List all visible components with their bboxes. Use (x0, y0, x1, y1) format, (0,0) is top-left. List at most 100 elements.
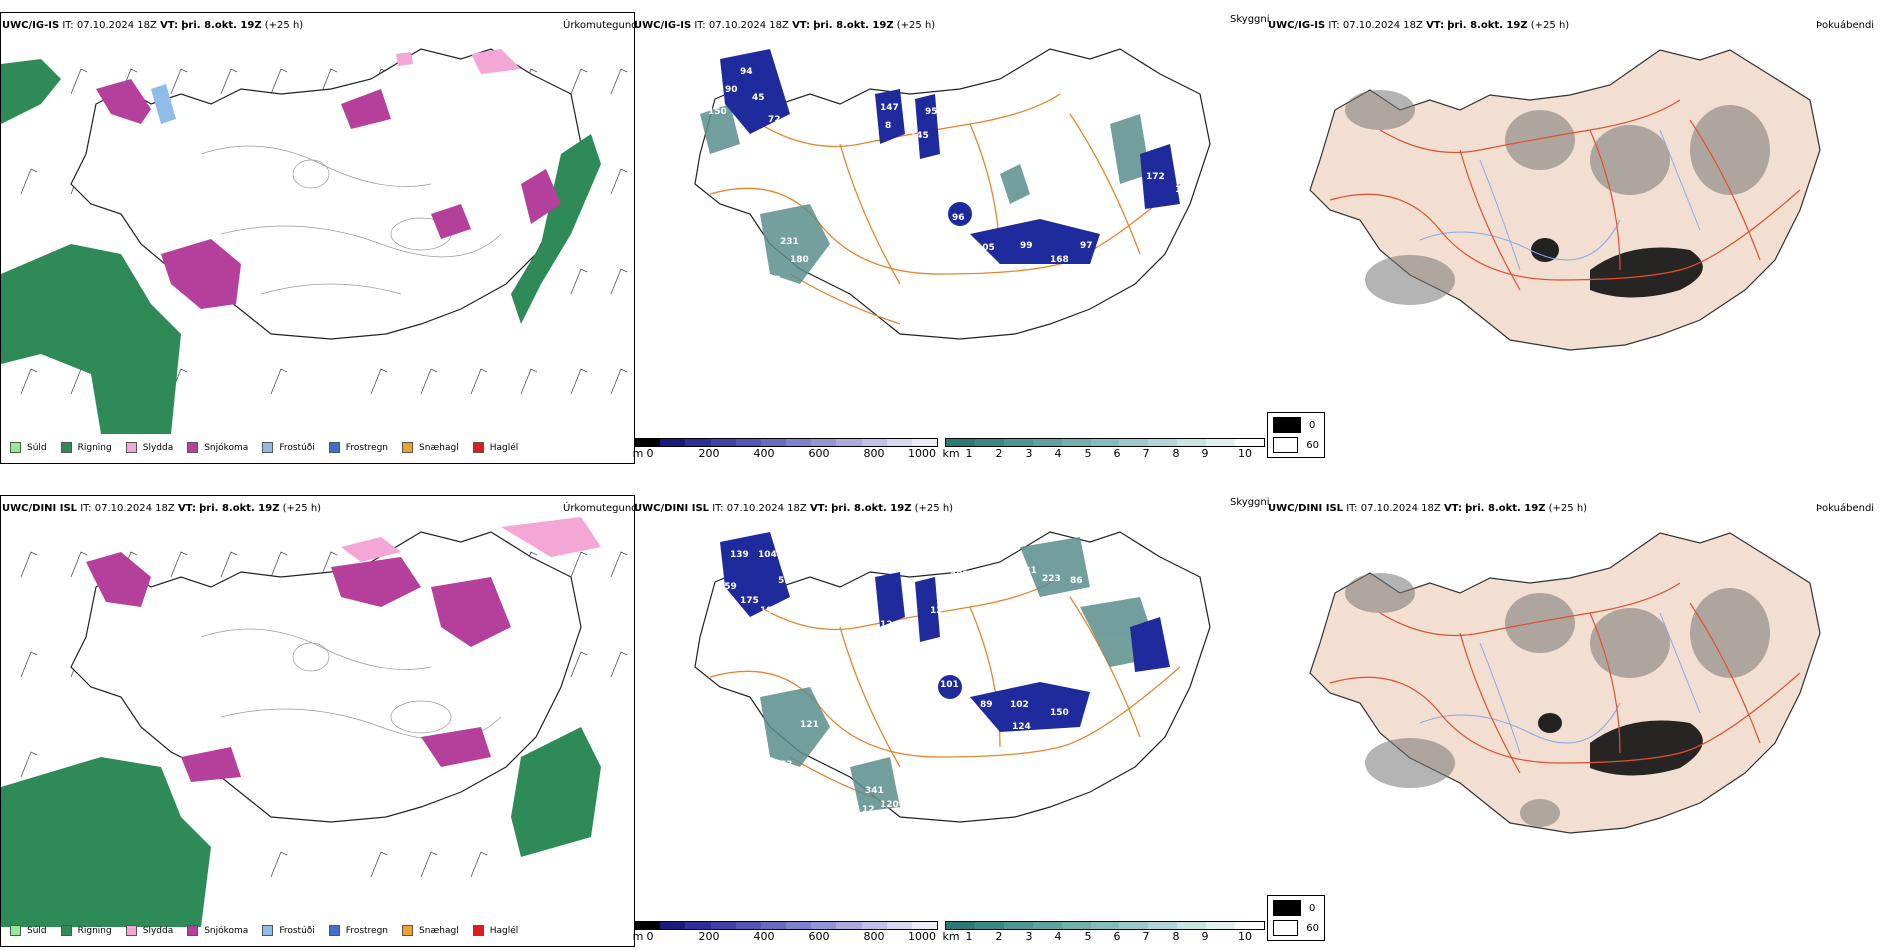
visibility-ticks: km 1 2 3 4 5 6 7 8 9 10 (942, 930, 1265, 943)
it-value: 07.10.2024 18Z (726, 503, 807, 514)
cloud-base-areas (720, 49, 1180, 264)
fog-map-top (1309, 49, 1821, 351)
tick-label: 6 (1113, 447, 1121, 460)
tick-label: 3 (1025, 930, 1033, 943)
tick-label: 200 (698, 447, 720, 460)
cloud-label: 10 (980, 217, 993, 227)
legend-item: Frostregn (328, 442, 388, 453)
cloud-label: 139 (730, 550, 749, 560)
visibility-bar (945, 438, 1265, 447)
legend-label: Slydda (142, 925, 174, 936)
it-value: 07.10.2024 18Z (1360, 503, 1441, 514)
legend-item: Snjókoma (187, 925, 248, 936)
legend-label: Frostúði (279, 925, 315, 936)
cloud-label: 402 (950, 570, 969, 580)
it-label: IT: (1328, 20, 1340, 31)
tick-label: 5 (1084, 930, 1092, 943)
cloud-label: 172 (1146, 172, 1165, 182)
precip-map-bottom (1, 517, 628, 927)
fog-legend-label: 0 (1309, 902, 1316, 914)
tick-label: 1000 (908, 447, 936, 460)
it-label: IT: (712, 503, 724, 514)
legend-label: Rigning (77, 442, 112, 453)
legend-swatch (10, 442, 21, 453)
legend-label: Snæhagl (419, 442, 459, 453)
legend-item: Snæhagl (402, 925, 459, 936)
legend-swatch (125, 925, 137, 936)
cloud-label: 89 (980, 700, 993, 710)
it-value: 07.10.2024 18Z (94, 503, 175, 514)
unit-label: m (632, 930, 644, 943)
model-name: UWC/IG-IS (634, 20, 692, 31)
legend-label: Snjókoma (204, 442, 249, 453)
tick-label: 1 (965, 930, 973, 943)
iceland-outline (70, 48, 582, 340)
rivers (1419, 129, 1701, 271)
fog-legend-label: 60 (1306, 439, 1319, 451)
legend-swatch (262, 442, 274, 453)
cloud-label: 17 (1175, 185, 1188, 195)
it-value: 07.10.2024 18Z (76, 20, 157, 31)
vt-label: VT: (160, 20, 179, 31)
tick-label: 200 (698, 930, 720, 943)
vt-label: VT: (1443, 503, 1462, 514)
lead-time: (+25 h) (264, 20, 304, 31)
tick-label: 5 (1084, 447, 1092, 460)
tick-label: 1000 (908, 930, 936, 943)
cloud-label: 175 (740, 596, 759, 606)
cloud-label: 10 (970, 195, 983, 205)
fog-swatch (1273, 900, 1301, 916)
cloudbase-bar (634, 438, 938, 447)
legend-label: Haglél (489, 442, 519, 453)
tick-label: 10 (1238, 447, 1252, 460)
legend-swatch (125, 442, 137, 453)
fog-swatch (1273, 437, 1299, 453)
cloud-label: 341 (865, 786, 884, 796)
fog-swatch (1273, 920, 1299, 936)
cloud-label: 159 (718, 582, 737, 592)
vt-value: þri. 8.okt. 19Z (813, 20, 894, 31)
legend-label: Haglél (489, 925, 519, 936)
vt-value: þri. 8.okt. 19Z (1465, 503, 1546, 514)
panel-header-precip-top: UWC/IG-IS IT: 07.10.2024 18Z VT: þri. 8.… (2, 20, 303, 31)
panel-header-cloud-bottom: UWC/DINI ISL IT: 07.10.2024 18Z VT: þri.… (634, 503, 953, 514)
cloud-label: 128 (762, 275, 781, 285)
cloud-label: 8 (885, 121, 891, 131)
cloud-label: 120 (880, 800, 899, 810)
legend-item: Frostúði (262, 925, 315, 936)
fog-legend-row: 60 (1273, 920, 1319, 936)
cloud-label: 90 (725, 85, 738, 95)
panel-header-precip-bottom: UWC/DINI ISL IT: 07.10.2024 18Z VT: þri.… (2, 503, 321, 514)
tick-label: 600 (808, 930, 830, 943)
freezing-drizzle-area (151, 84, 176, 124)
lead-time: (+25 h) (896, 20, 936, 31)
dense-fog-area (1590, 247, 1703, 298)
cloud-label: 99 (1020, 241, 1033, 251)
legend-item: Slydda (125, 442, 174, 453)
tick-label: 1 (965, 447, 973, 460)
tick-label: 6 (1113, 930, 1121, 943)
tick-label: 2 (995, 447, 1003, 460)
legend-item: Rigning (60, 925, 112, 936)
legend-swatch (262, 925, 274, 936)
fog-legend-row: 60 (1273, 437, 1319, 453)
visibility-bar (945, 921, 1265, 930)
cloud-label: 45 (752, 93, 765, 103)
panel-header-fog-bottom: UWC/DINI ISL IT: 07.10.2024 18Z VT: þri.… (1268, 503, 1587, 514)
vt-value: þri. 8.okt. 19Z (199, 503, 280, 514)
cloud-label: 136 (1040, 600, 1059, 610)
model-name: UWC/IG-IS (2, 20, 60, 31)
vt-label: VT: (1426, 20, 1445, 31)
legend-label: Rigning (77, 925, 112, 936)
tick-label: 8 (1172, 930, 1180, 943)
tick-label: 8 (1172, 447, 1180, 460)
legend-label: Slydda (142, 442, 174, 453)
cloud-label: 104 (758, 550, 777, 560)
cloud-label: 124 (1012, 722, 1031, 732)
cloud-label: 95 (925, 107, 938, 117)
precip-legend-top: Súld Rigning Slydda Snjókoma Frostúði Fr… (10, 442, 518, 453)
cloud-label: 101 (940, 680, 959, 690)
cloud-label: 12 (880, 620, 893, 630)
fog-title-top: Þokuábendi (1816, 20, 1875, 31)
legend-swatch (402, 925, 414, 936)
